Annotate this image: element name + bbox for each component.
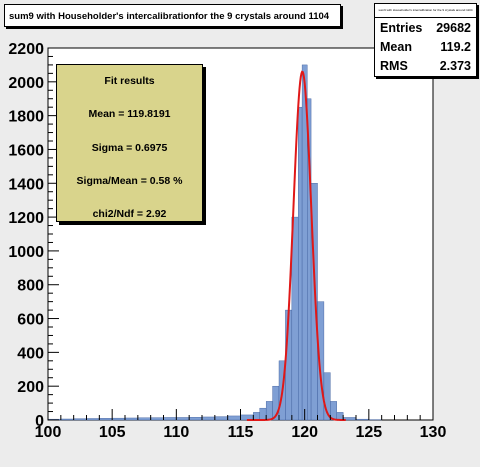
fit-sigma-over-mean: Sigma/Mean = 0.58 % — [76, 175, 183, 187]
x-tick-label: 100 — [35, 424, 62, 441]
y-axis: 0 200 400 600 800 1000 1200 1400 1600 1800 2000 220… — [8, 41, 59, 430]
histogram-bar — [111, 417, 126, 421]
x-tick-label: 115 — [228, 424, 254, 441]
y-tick-label: 1600 — [8, 142, 44, 159]
histogram-bar — [259, 407, 267, 421]
histogram-bar — [298, 106, 303, 421]
histogram-bar — [201, 416, 216, 421]
y-tick-label: 1800 — [8, 109, 44, 126]
histogram-bar — [253, 412, 260, 421]
y-tick-label: 2000 — [8, 75, 44, 92]
y-tick-label: 400 — [17, 345, 44, 362]
y-tick-label: 1200 — [8, 210, 44, 227]
fit-mean: Mean = 119.8191 — [88, 108, 171, 120]
histogram-bar — [99, 418, 113, 421]
stats-entries-value: 29682 — [436, 20, 471, 35]
stats-rms: RMS 2.373 — [375, 56, 476, 75]
stats-entries-label: Entries — [380, 20, 423, 35]
histogram-bar — [265, 401, 273, 421]
histogram-bar — [150, 417, 164, 421]
fit-chi2: chi2/Ndf = 2.92 — [92, 208, 167, 220]
histogram-bar — [214, 416, 228, 421]
stats-rms-label: RMS — [380, 58, 408, 73]
fit-header: Fit results — [104, 75, 155, 87]
stats-rms-value: 2.373 — [439, 58, 471, 73]
y-tick-label: 1400 — [8, 176, 44, 193]
histogram-bar — [60, 418, 74, 421]
stats-entries: Entries 29682 — [375, 18, 476, 37]
y-tick-label: 200 — [17, 379, 44, 396]
chart-title: sum9 with Householder's intercalibration… — [4, 4, 341, 27]
histogram-bar — [124, 417, 139, 421]
histogram-bar — [163, 417, 177, 421]
fit-results-box: Fit results Mean = 119.8191 Sigma = 0.69… — [56, 64, 203, 222]
y-tick-label: 1000 — [8, 244, 44, 261]
x-tick-label: 130 — [420, 424, 447, 441]
y-tick-label: 0 — [35, 413, 44, 430]
histogram-bar — [291, 216, 299, 421]
fit-curve — [246, 70, 346, 421]
histogram-bar — [137, 417, 151, 421]
histogram-bar — [73, 418, 87, 421]
stats-box: sum9 with Householder's intercalibration… — [374, 3, 477, 77]
x-tick-label: 125 — [355, 424, 382, 441]
x-tick-label: 110 — [163, 424, 189, 441]
histogram-bar — [355, 418, 370, 421]
stats-mean: Mean 119.2 — [375, 37, 476, 56]
histogram-bar — [86, 418, 100, 421]
histogram-bar — [227, 415, 241, 421]
y-tick-label: 2200 — [8, 41, 44, 58]
y-tick-label: 600 — [17, 312, 44, 329]
histogram-bar — [176, 417, 190, 421]
x-tick-label: 120 — [291, 424, 318, 441]
fit-sigma: Sigma = 0.6975 — [91, 142, 168, 154]
stats-mean-value: 119.2 — [440, 39, 471, 54]
histogram-bar — [188, 417, 203, 421]
x-tick-label: 105 — [99, 424, 126, 441]
x-axis: 100 105 110 115 120 125 130 — [35, 409, 447, 441]
y-tick-label: 800 — [17, 278, 44, 295]
stats-mean-label: Mean — [380, 39, 412, 54]
stats-title: sum9 with Householder's intercalibration… — [375, 4, 476, 18]
histogram-bar — [317, 301, 325, 421]
